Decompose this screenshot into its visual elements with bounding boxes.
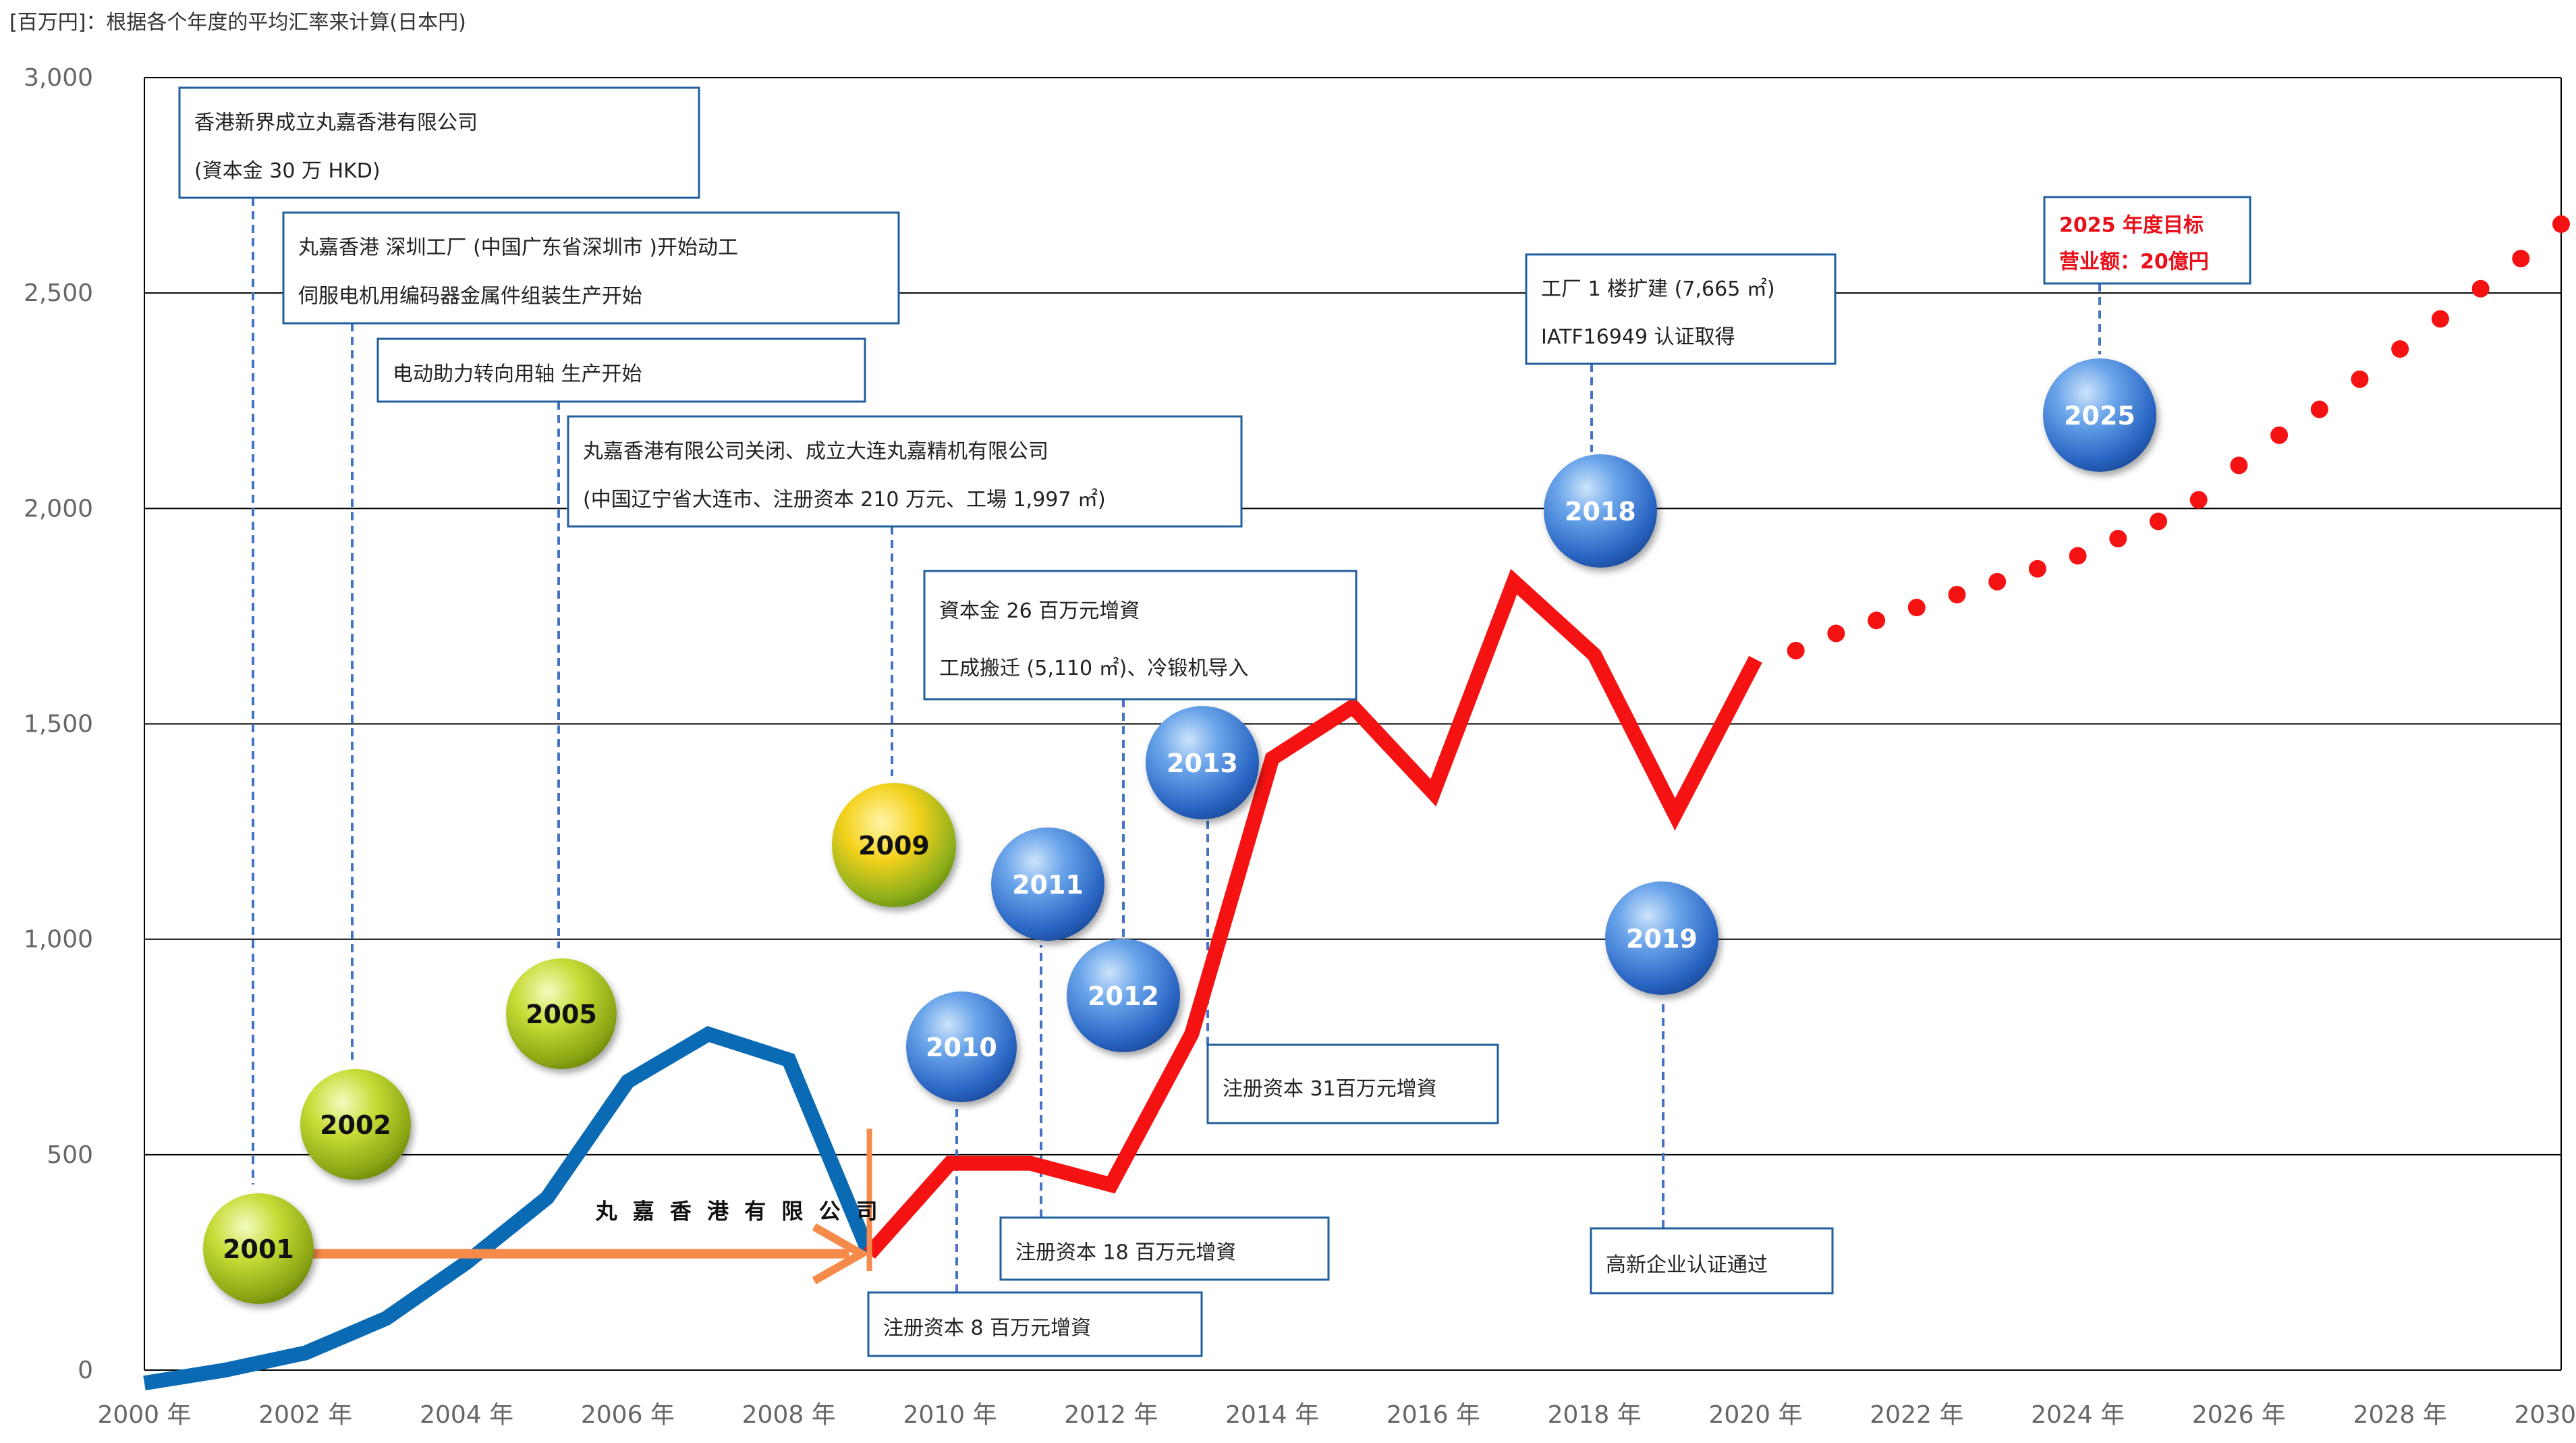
annotation-text: 注册资本 8 百万元增資 <box>883 1317 1091 1340</box>
milestone-bubble <box>1146 706 1259 819</box>
x-tick-label: 2030 年 <box>2514 1401 2576 1429</box>
x-tick-label: 2010 年 <box>903 1401 997 1429</box>
annotation-text: 丸嘉香港 深圳工厂 (中国广东省深圳市 )开始动工 <box>298 236 738 260</box>
milestone-label: 2011 <box>1012 870 1084 900</box>
annotation-box <box>2043 196 2251 285</box>
x-tick-label: 2014 年 <box>1225 1401 1319 1429</box>
forecast-point <box>1787 641 1805 659</box>
annotation-box <box>282 211 900 325</box>
y-tick-label: 1,500 <box>24 711 93 738</box>
milestone-label: 2025 <box>2064 401 2135 431</box>
milestone-label: 2005 <box>526 1000 597 1029</box>
milestone-bubble <box>300 1069 411 1180</box>
forecast-point <box>2189 491 2208 509</box>
annotation-box <box>1525 253 1837 365</box>
annotation-text: 資本金 26 百万元增資 <box>939 599 1140 623</box>
x-tick-label: 2012 年 <box>1064 1401 1158 1429</box>
annotation-box <box>999 1216 1330 1281</box>
annotation-text: 2025 年度目标 <box>2059 214 2204 238</box>
annotation-text: (資本金 30 万 HKD) <box>194 159 381 183</box>
x-tick-label: 2008 年 <box>742 1401 836 1429</box>
forecast-point <box>2270 426 2289 444</box>
forecast-point <box>2028 560 2046 578</box>
forecast-point <box>2391 340 2409 358</box>
milestone-label: 2018 <box>1565 497 1636 526</box>
milestone-label: 2013 <box>1167 748 1238 778</box>
annotation-text: 注册资本 31百万元增資 <box>1223 1077 1437 1101</box>
milestone-bubble <box>1067 939 1180 1052</box>
annotation-box <box>923 570 1357 701</box>
annotation-box <box>178 86 700 199</box>
forecast-point <box>2230 456 2248 474</box>
annotation-box <box>376 337 866 403</box>
milestone-bubble <box>506 958 617 1069</box>
forecast-point <box>2310 400 2328 418</box>
annotation-text: 营业额：20億円 <box>2059 250 2209 274</box>
forecast-point <box>2069 547 2087 565</box>
annotation-text: 高新企业认证通过 <box>1606 1253 1768 1277</box>
milestone-bubble <box>1544 454 1657 568</box>
milestone-bubble <box>906 991 1017 1102</box>
milestone-bubble <box>1605 881 1718 995</box>
annotation-text: 香港新界成立丸嘉香港有限公司 <box>194 111 478 134</box>
y-tick-label: 500 <box>47 1141 93 1169</box>
annotation-box <box>567 415 1243 528</box>
x-tick-label: 2000 年 <box>97 1401 191 1429</box>
forecast-point <box>1988 572 2007 591</box>
y-tick-label: 0 <box>78 1357 93 1384</box>
red-revenue-line <box>864 568 1762 1259</box>
forecast-point <box>2109 530 2127 548</box>
x-tick-label: 2026 年 <box>2192 1401 2286 1429</box>
x-tick-label: 2006 年 <box>581 1401 675 1429</box>
milestone-label: 2019 <box>1626 924 1698 954</box>
forecast-point <box>1827 624 1845 643</box>
y-tick-label: 2,500 <box>24 279 93 307</box>
forecast-point <box>2351 370 2369 388</box>
arrow-label: 丸 嘉 香 港 有 限 公 司 <box>595 1199 882 1224</box>
blue-revenue-line <box>143 1026 876 1391</box>
x-tick-label: 2002 年 <box>258 1401 352 1429</box>
annotation-text: (中国辽宁省大连市、注册资本 210 万元、工場 1,997 ㎡) <box>583 488 1106 512</box>
forecast-point <box>1907 599 1926 617</box>
annotation-text: 电动助力转向用轴 生产开始 <box>393 362 642 386</box>
y-tick-label: 1,000 <box>24 926 93 954</box>
milestone-label: 2010 <box>926 1033 997 1062</box>
forecast-point <box>2431 310 2449 328</box>
forecast-point <box>2552 215 2570 234</box>
forecast-point <box>1948 586 1966 603</box>
x-tick-label: 2018 年 <box>1548 1401 1642 1429</box>
annotation-box <box>1590 1227 1834 1295</box>
x-tick-label: 2028 年 <box>2353 1401 2447 1429</box>
forecast-point <box>2471 279 2490 298</box>
annotation-text: 注册资本 18 百万元增資 <box>1015 1241 1236 1265</box>
milestone-bubble <box>203 1193 314 1304</box>
annotation-text: 伺服电机用编码器金属件组装生产开始 <box>298 285 642 308</box>
annotation-box <box>867 1291 1203 1357</box>
annotation-text: 丸嘉香港有限公司关闭、成立大连丸嘉精机有限公司 <box>583 439 1048 463</box>
milestone-bubble <box>832 783 956 907</box>
milestone-bubble <box>2043 358 2156 472</box>
unit-note: [百万円]：根据各个年度的平均汇率来计算(日本円) <box>9 11 466 34</box>
milestone-label: 2012 <box>1088 981 1159 1011</box>
milestone-label: 2009 <box>858 831 930 861</box>
milestone-label: 2001 <box>223 1234 294 1264</box>
forecast-point <box>1868 611 1886 630</box>
x-tick-label: 2004 年 <box>420 1401 513 1429</box>
x-tick-label: 2022 年 <box>1870 1401 1963 1429</box>
annotation-box <box>1206 1043 1499 1124</box>
x-tick-label: 2024 年 <box>2031 1401 2125 1429</box>
x-tick-label: 2016 年 <box>1387 1401 1480 1429</box>
annotation-text: IATF16949 认证取得 <box>1541 325 1735 349</box>
annotation-text: 工厂 1 楼扩建 (7,665 ㎡) <box>1541 277 1775 301</box>
y-tick-label: 3,000 <box>24 64 93 92</box>
forecast-point <box>2150 512 2167 530</box>
milestone-bubble <box>991 827 1104 941</box>
milestone-label: 2002 <box>320 1110 391 1140</box>
y-tick-label: 2,000 <box>24 495 93 522</box>
x-tick-label: 2020 年 <box>1708 1401 1802 1429</box>
forecast-point <box>2512 250 2530 268</box>
annotation-text: 工成搬迁 (5,110 ㎡)、冷锻机导入 <box>939 657 1248 680</box>
period-arrow-head <box>812 1223 870 1284</box>
